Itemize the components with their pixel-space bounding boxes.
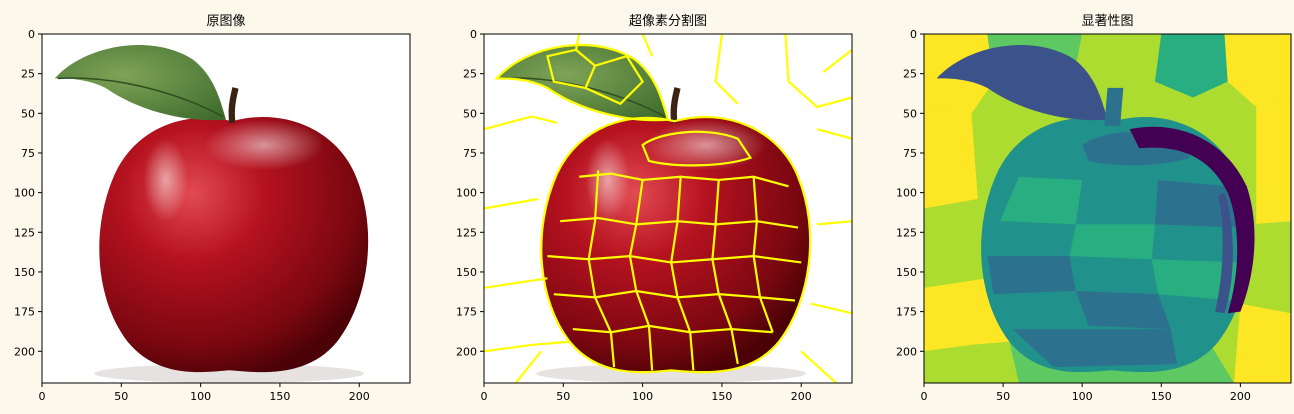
x-tick-label: 50: [556, 390, 570, 403]
y-tick-label: 100: [896, 187, 917, 200]
x-tick-label: 150: [269, 390, 290, 403]
x-tick-label: 150: [1151, 390, 1172, 403]
y-tick-label: 125: [456, 226, 477, 239]
y-tick-label: 200: [456, 345, 477, 358]
y-tick-label: 200: [896, 345, 917, 358]
panel-title: 原图像: [206, 14, 245, 29]
y-tick-label: 50: [21, 107, 35, 120]
x-tick-label: 50: [114, 390, 128, 403]
panel-title: 显著性图: [1081, 14, 1133, 29]
y-tick-label: 50: [903, 107, 917, 120]
apple-image: [42, 34, 410, 383]
y-tick-label: 75: [463, 147, 477, 160]
x-tick-label: 0: [481, 390, 488, 403]
y-tick-label: 75: [903, 147, 917, 160]
x-tick-label: 100: [632, 390, 653, 403]
y-tick-label: 75: [21, 147, 35, 160]
y-tick-label: 175: [896, 306, 917, 319]
panel-1: 原图像 0 50 100 150 200 0 25 50 75 100 125 150 175 200: [14, 14, 410, 403]
y-tick-label: 150: [14, 266, 35, 279]
apple-image: [484, 34, 852, 383]
y-tick-label: 150: [456, 266, 477, 279]
y-tick-label: 175: [14, 306, 35, 319]
y-tick-label: 25: [903, 68, 917, 81]
y-tick-label: 125: [896, 226, 917, 239]
x-tick-label: 200: [791, 390, 812, 403]
y-tick-label: 150: [896, 266, 917, 279]
x-tick-label: 100: [190, 390, 211, 403]
y-tick-label: 25: [463, 68, 477, 81]
y-tick-label: 100: [456, 187, 477, 200]
saliency-image: [924, 34, 1291, 383]
x-tick-label: 200: [349, 390, 370, 403]
panel-3: 显著性图 0 50 100 150 200 0 25 50 75 100 125 150 175 200: [896, 14, 1291, 403]
y-tick-label: 100: [14, 187, 35, 200]
panel-2: 超像素分割图 0 50 100 150 200 0 25 50 75 100 125 150 175 200: [456, 13, 852, 403]
y-tick-label: 125: [14, 226, 35, 239]
y-tick-label: 50: [463, 107, 477, 120]
x-tick-label: 100: [1072, 390, 1093, 403]
y-tick-label: 0: [28, 28, 35, 41]
x-tick-label: 0: [921, 390, 928, 403]
y-tick-label: 200: [14, 345, 35, 358]
y-tick-label: 175: [456, 306, 477, 319]
x-tick-label: 150: [711, 390, 732, 403]
x-tick-label: 0: [39, 390, 46, 403]
y-tick-label: 25: [21, 68, 35, 81]
x-tick-label: 200: [1230, 390, 1251, 403]
y-tick-label: 0: [470, 28, 477, 41]
x-tick-label: 50: [996, 390, 1010, 403]
y-tick-label: 0: [910, 28, 917, 41]
panel-title: 超像素分割图: [629, 13, 707, 29]
